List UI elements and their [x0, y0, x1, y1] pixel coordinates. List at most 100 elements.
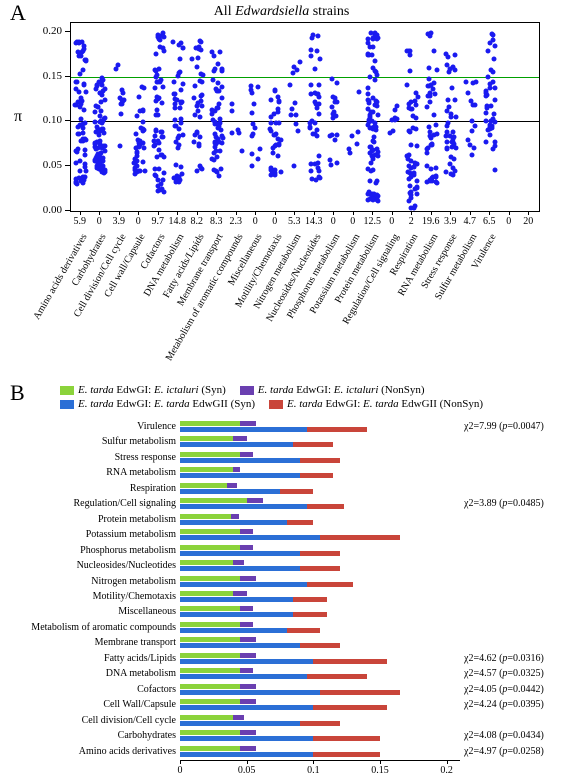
data-point	[172, 101, 177, 106]
data-point	[308, 120, 313, 125]
bar-row-label: Virulence	[6, 420, 176, 434]
data-point	[175, 74, 180, 79]
data-point	[178, 101, 183, 106]
data-point	[256, 157, 261, 162]
data-point	[371, 45, 376, 50]
data-point	[449, 111, 454, 116]
bar-syn1	[180, 576, 240, 581]
data-point	[98, 99, 103, 104]
panel-a-yaxis: π 0.000.050.100.150.20	[0, 22, 70, 212]
data-point	[370, 66, 375, 71]
x-category-count: 6.5	[483, 216, 496, 227]
data-point	[374, 146, 379, 151]
data-point	[291, 163, 296, 168]
bar-nonsyn1	[233, 467, 240, 472]
data-point	[309, 48, 314, 53]
data-point	[427, 34, 432, 39]
data-point	[273, 120, 278, 125]
data-point	[413, 187, 418, 192]
data-point	[491, 80, 496, 85]
data-point	[190, 57, 195, 62]
data-point	[258, 146, 263, 151]
bar-syn2	[180, 597, 293, 602]
bar-syn1	[180, 715, 233, 720]
legend-item: E. tarda EdwGI: E. tarda EdwGII (Syn)	[60, 398, 255, 410]
title-prefix: All	[214, 4, 235, 19]
data-point	[132, 165, 137, 170]
bar-syn1	[180, 699, 240, 704]
data-point	[445, 98, 450, 103]
data-point	[97, 119, 102, 124]
data-point	[160, 84, 165, 89]
data-point	[429, 143, 434, 148]
data-point	[173, 123, 178, 128]
x-category-count: 12.5	[364, 216, 382, 227]
data-point	[79, 101, 84, 106]
bar-nonsyn1	[240, 746, 256, 751]
data-point	[372, 153, 377, 158]
data-point	[374, 72, 379, 77]
bar-syn1	[180, 746, 240, 751]
data-point	[251, 101, 256, 106]
data-point	[471, 81, 476, 86]
data-point	[367, 145, 372, 150]
data-point	[317, 175, 322, 180]
data-point	[350, 133, 355, 138]
data-point	[406, 48, 411, 53]
data-point	[492, 57, 497, 62]
data-point	[219, 96, 224, 101]
data-point	[134, 131, 139, 136]
data-point	[172, 106, 177, 111]
bar-nonsyn1	[233, 715, 244, 720]
data-point	[375, 113, 380, 118]
panel-b-legend: E. tarda EdwGI: E. ictaluri (Syn) E. tard…	[60, 384, 553, 412]
data-point	[212, 150, 217, 155]
bar-nonsyn2	[313, 736, 380, 741]
bar-syn2	[180, 736, 313, 741]
data-point	[296, 129, 301, 134]
data-point	[465, 138, 470, 143]
bar-syn1	[180, 730, 240, 735]
bar-syn2	[180, 721, 300, 726]
bar-row-label: Miscellaneous	[6, 605, 176, 619]
data-point	[463, 79, 468, 84]
data-point	[239, 149, 244, 154]
data-point	[368, 30, 373, 35]
data-point	[333, 137, 338, 142]
data-point	[373, 98, 378, 103]
data-point	[492, 167, 497, 172]
bar-nonsyn1	[247, 498, 263, 503]
data-point	[135, 154, 140, 159]
data-point	[121, 91, 126, 96]
data-point	[428, 133, 433, 138]
bar-row-label: Cell division/Cell cycle	[6, 714, 176, 728]
data-point	[275, 154, 280, 159]
data-point	[427, 177, 432, 182]
data-point	[434, 123, 439, 128]
data-point	[356, 89, 361, 94]
data-point	[315, 48, 320, 53]
data-point	[330, 104, 335, 109]
data-point	[452, 156, 457, 161]
data-point	[376, 36, 381, 41]
data-point	[177, 174, 182, 179]
panel-b-bars: Virulenceχ2=7.99 (p=0.0047)Sulfur metabo…	[180, 420, 460, 760]
bar-syn1	[180, 529, 240, 534]
bar-syn1	[180, 622, 240, 627]
bar-syn2	[180, 643, 300, 648]
data-point	[154, 174, 159, 179]
data-point	[100, 170, 105, 175]
legend-label: E. tarda EdwGI: E. ictaluri (Syn)	[78, 384, 226, 396]
data-point	[196, 142, 201, 147]
data-point	[375, 193, 380, 198]
bar-nonsyn1	[240, 699, 256, 704]
data-point	[490, 38, 495, 43]
data-point	[313, 100, 318, 105]
data-point	[93, 103, 98, 108]
data-point	[199, 93, 204, 98]
x-category-count: 0	[389, 216, 394, 227]
data-point	[452, 141, 457, 146]
data-point	[289, 112, 294, 117]
data-point	[471, 146, 476, 151]
x-category-count: 14.3	[305, 216, 323, 227]
